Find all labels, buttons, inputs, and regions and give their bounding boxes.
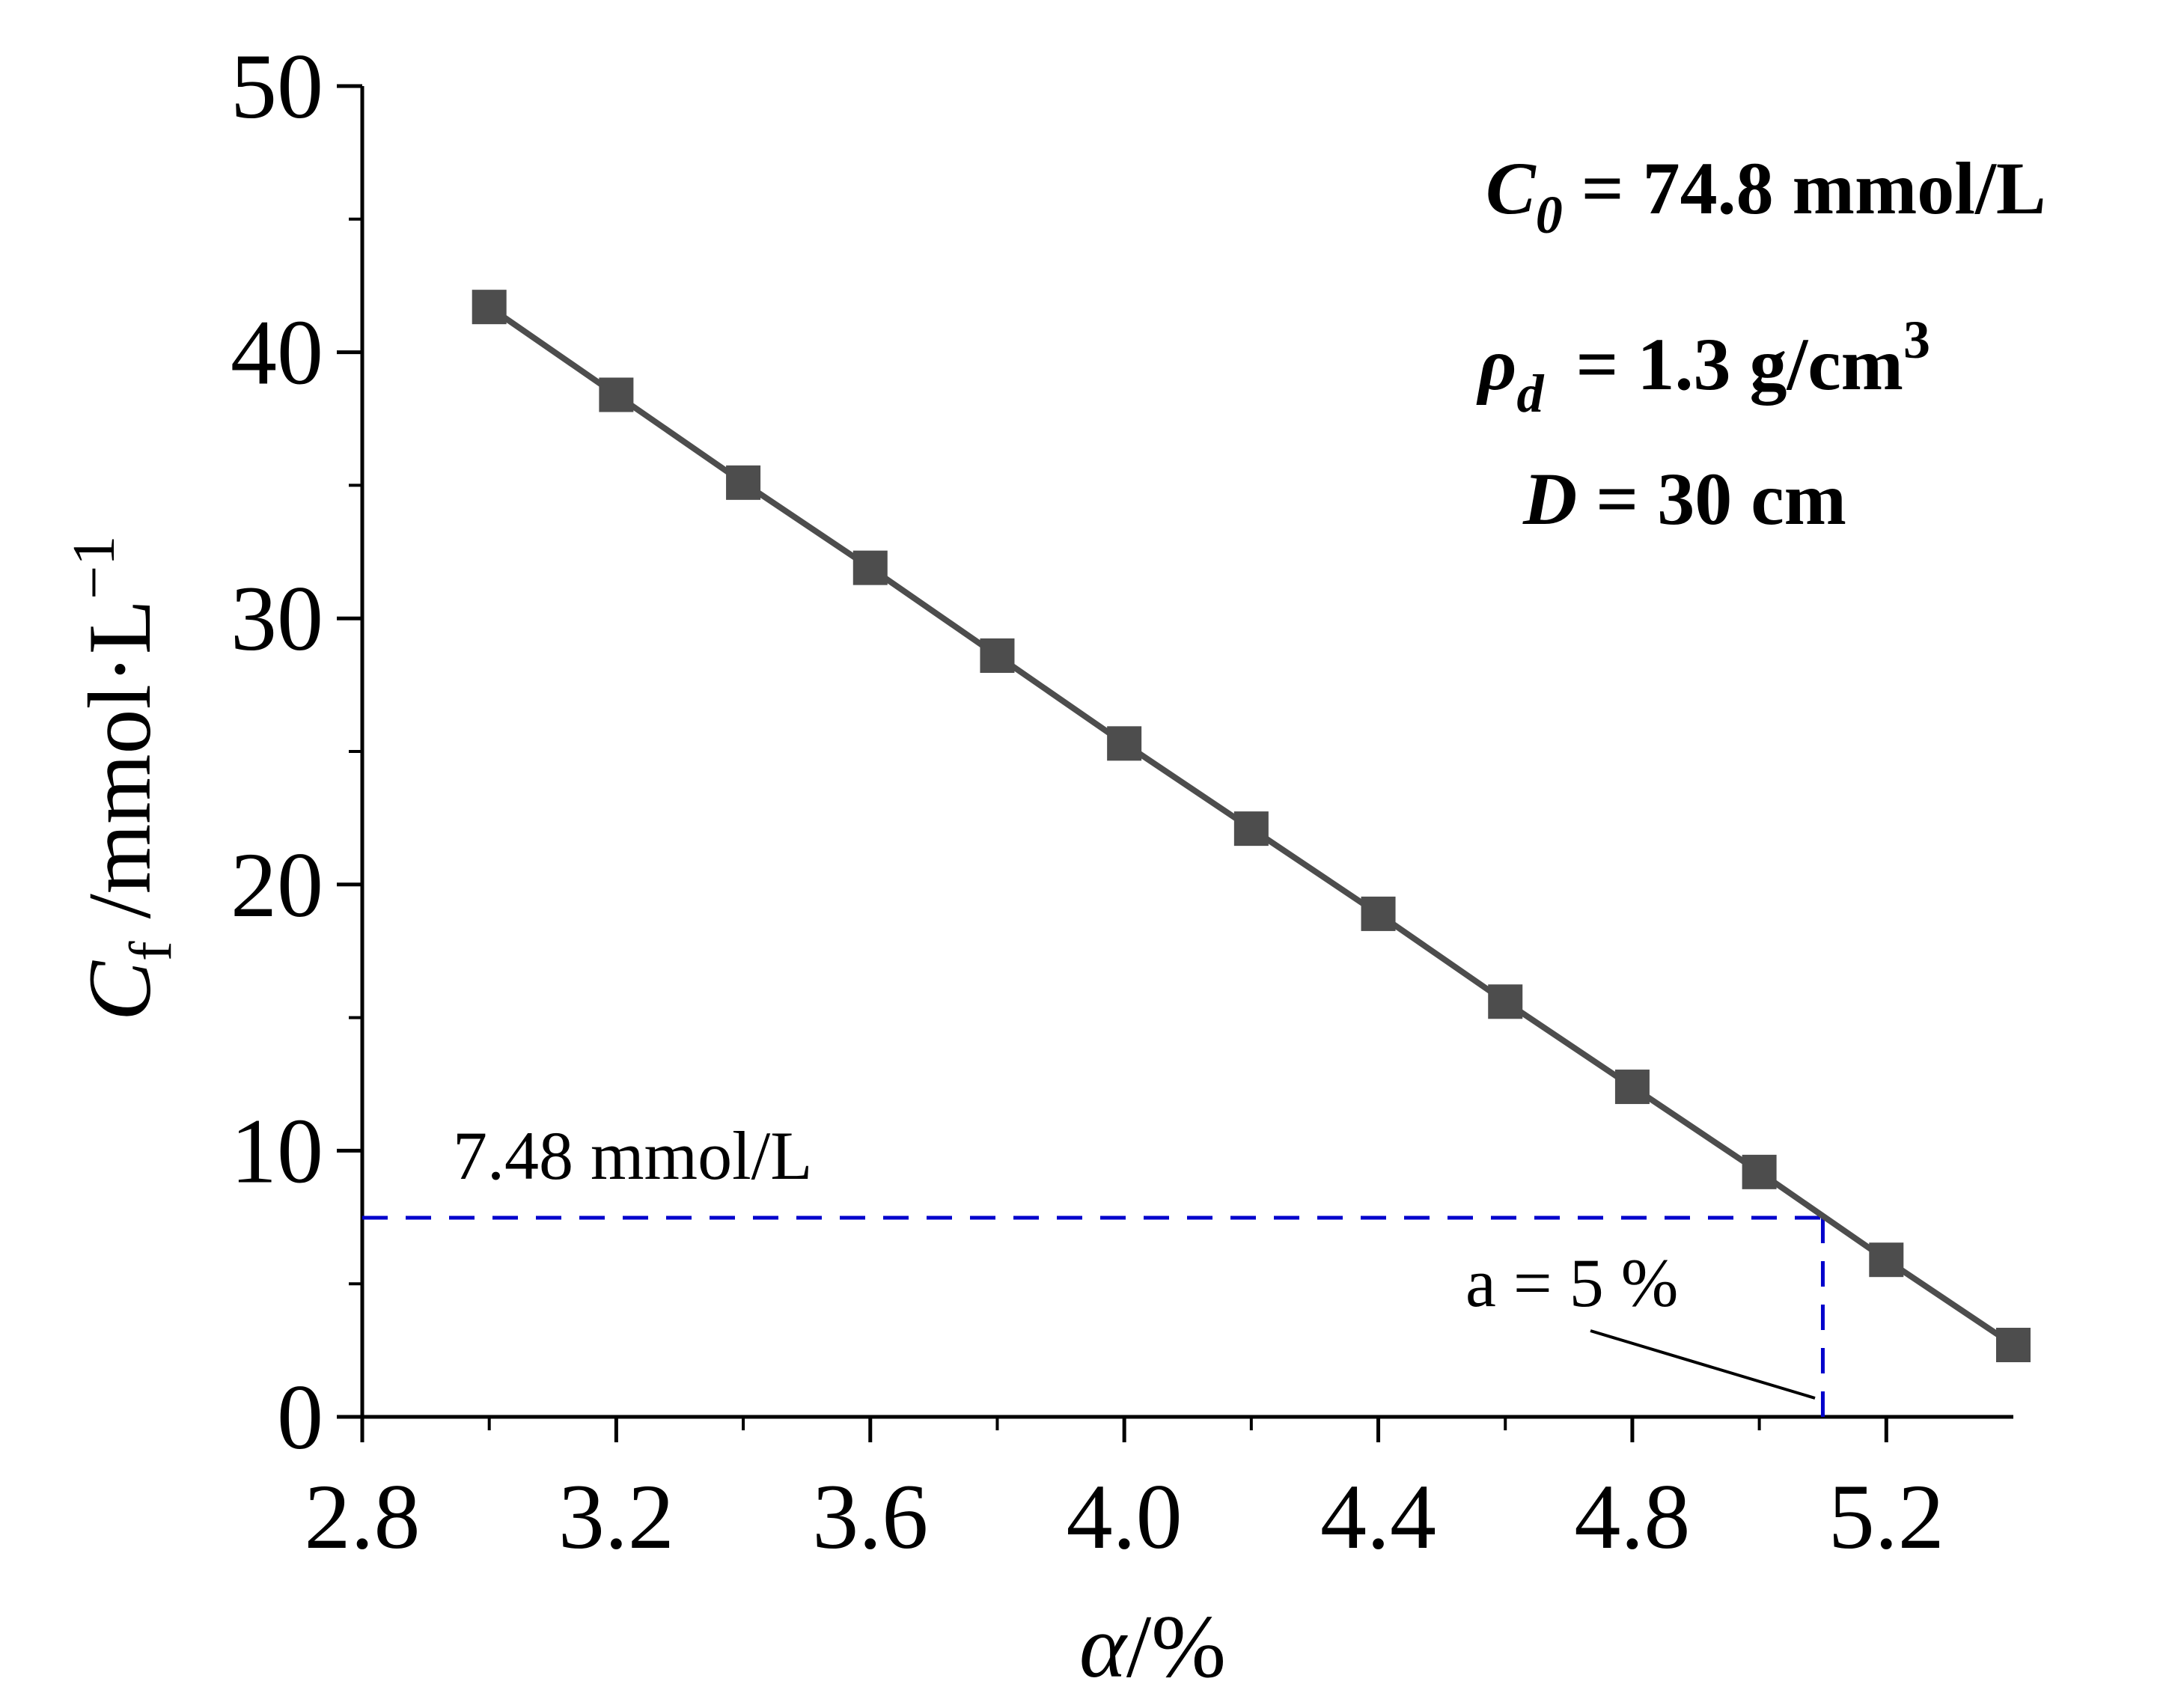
y-tick-label: 40 [231,302,323,404]
data-point [472,290,507,325]
x-tick-label: 2.8 [305,1465,421,1568]
reference-lines [362,1216,1825,1417]
annotation-d: D = 30 cm [1522,457,1846,540]
data-point [1107,726,1142,761]
annotation-rho: ρd = 1.3 g/cm3 [1476,310,1930,424]
x-tick-label: 3.6 [812,1465,928,1568]
data-point [726,465,761,500]
data-point [1361,896,1396,931]
y-tick-label: 0 [277,1366,323,1468]
axes: 0 10 20 30 40 50 2.8 3.2 3.6 4.0 4.4 4.8 5.2 [231,35,2013,1568]
reference-x-label: a = 5 % [1465,1245,1678,1321]
data-point [980,638,1015,673]
y-tick-label: 20 [231,834,323,936]
data-point [1869,1242,1904,1278]
reference-x-label-leader [1590,1329,1816,1400]
x-tick-label: 3.2 [558,1465,674,1568]
reference-y-label: 7.48 mmol/L [453,1117,812,1194]
y-tick-label: 10 [231,1099,323,1202]
x-tick-label: 4.4 [1320,1465,1436,1568]
annotation-c0: C0 = 74.8 mmol/L [1486,147,2046,245]
data-point [1996,1327,2031,1362]
data-point [1614,1070,1650,1105]
x-tick-label: 5.2 [1828,1465,1944,1568]
data-point [599,377,634,412]
data-point [1742,1154,1777,1189]
data-point [1233,811,1269,847]
x-tick-label: 4.8 [1574,1465,1690,1568]
y-axis-title: Cf /mmol·L−1 [61,536,184,1021]
x-tick-label: 4.0 [1067,1465,1183,1568]
data-point [1488,984,1523,1019]
x-axis-title: α/% [1079,1596,1226,1696]
y-tick-label: 30 [231,567,323,670]
data-point [852,550,888,585]
y-tick-label: 50 [231,35,323,138]
series [472,290,2031,1362]
